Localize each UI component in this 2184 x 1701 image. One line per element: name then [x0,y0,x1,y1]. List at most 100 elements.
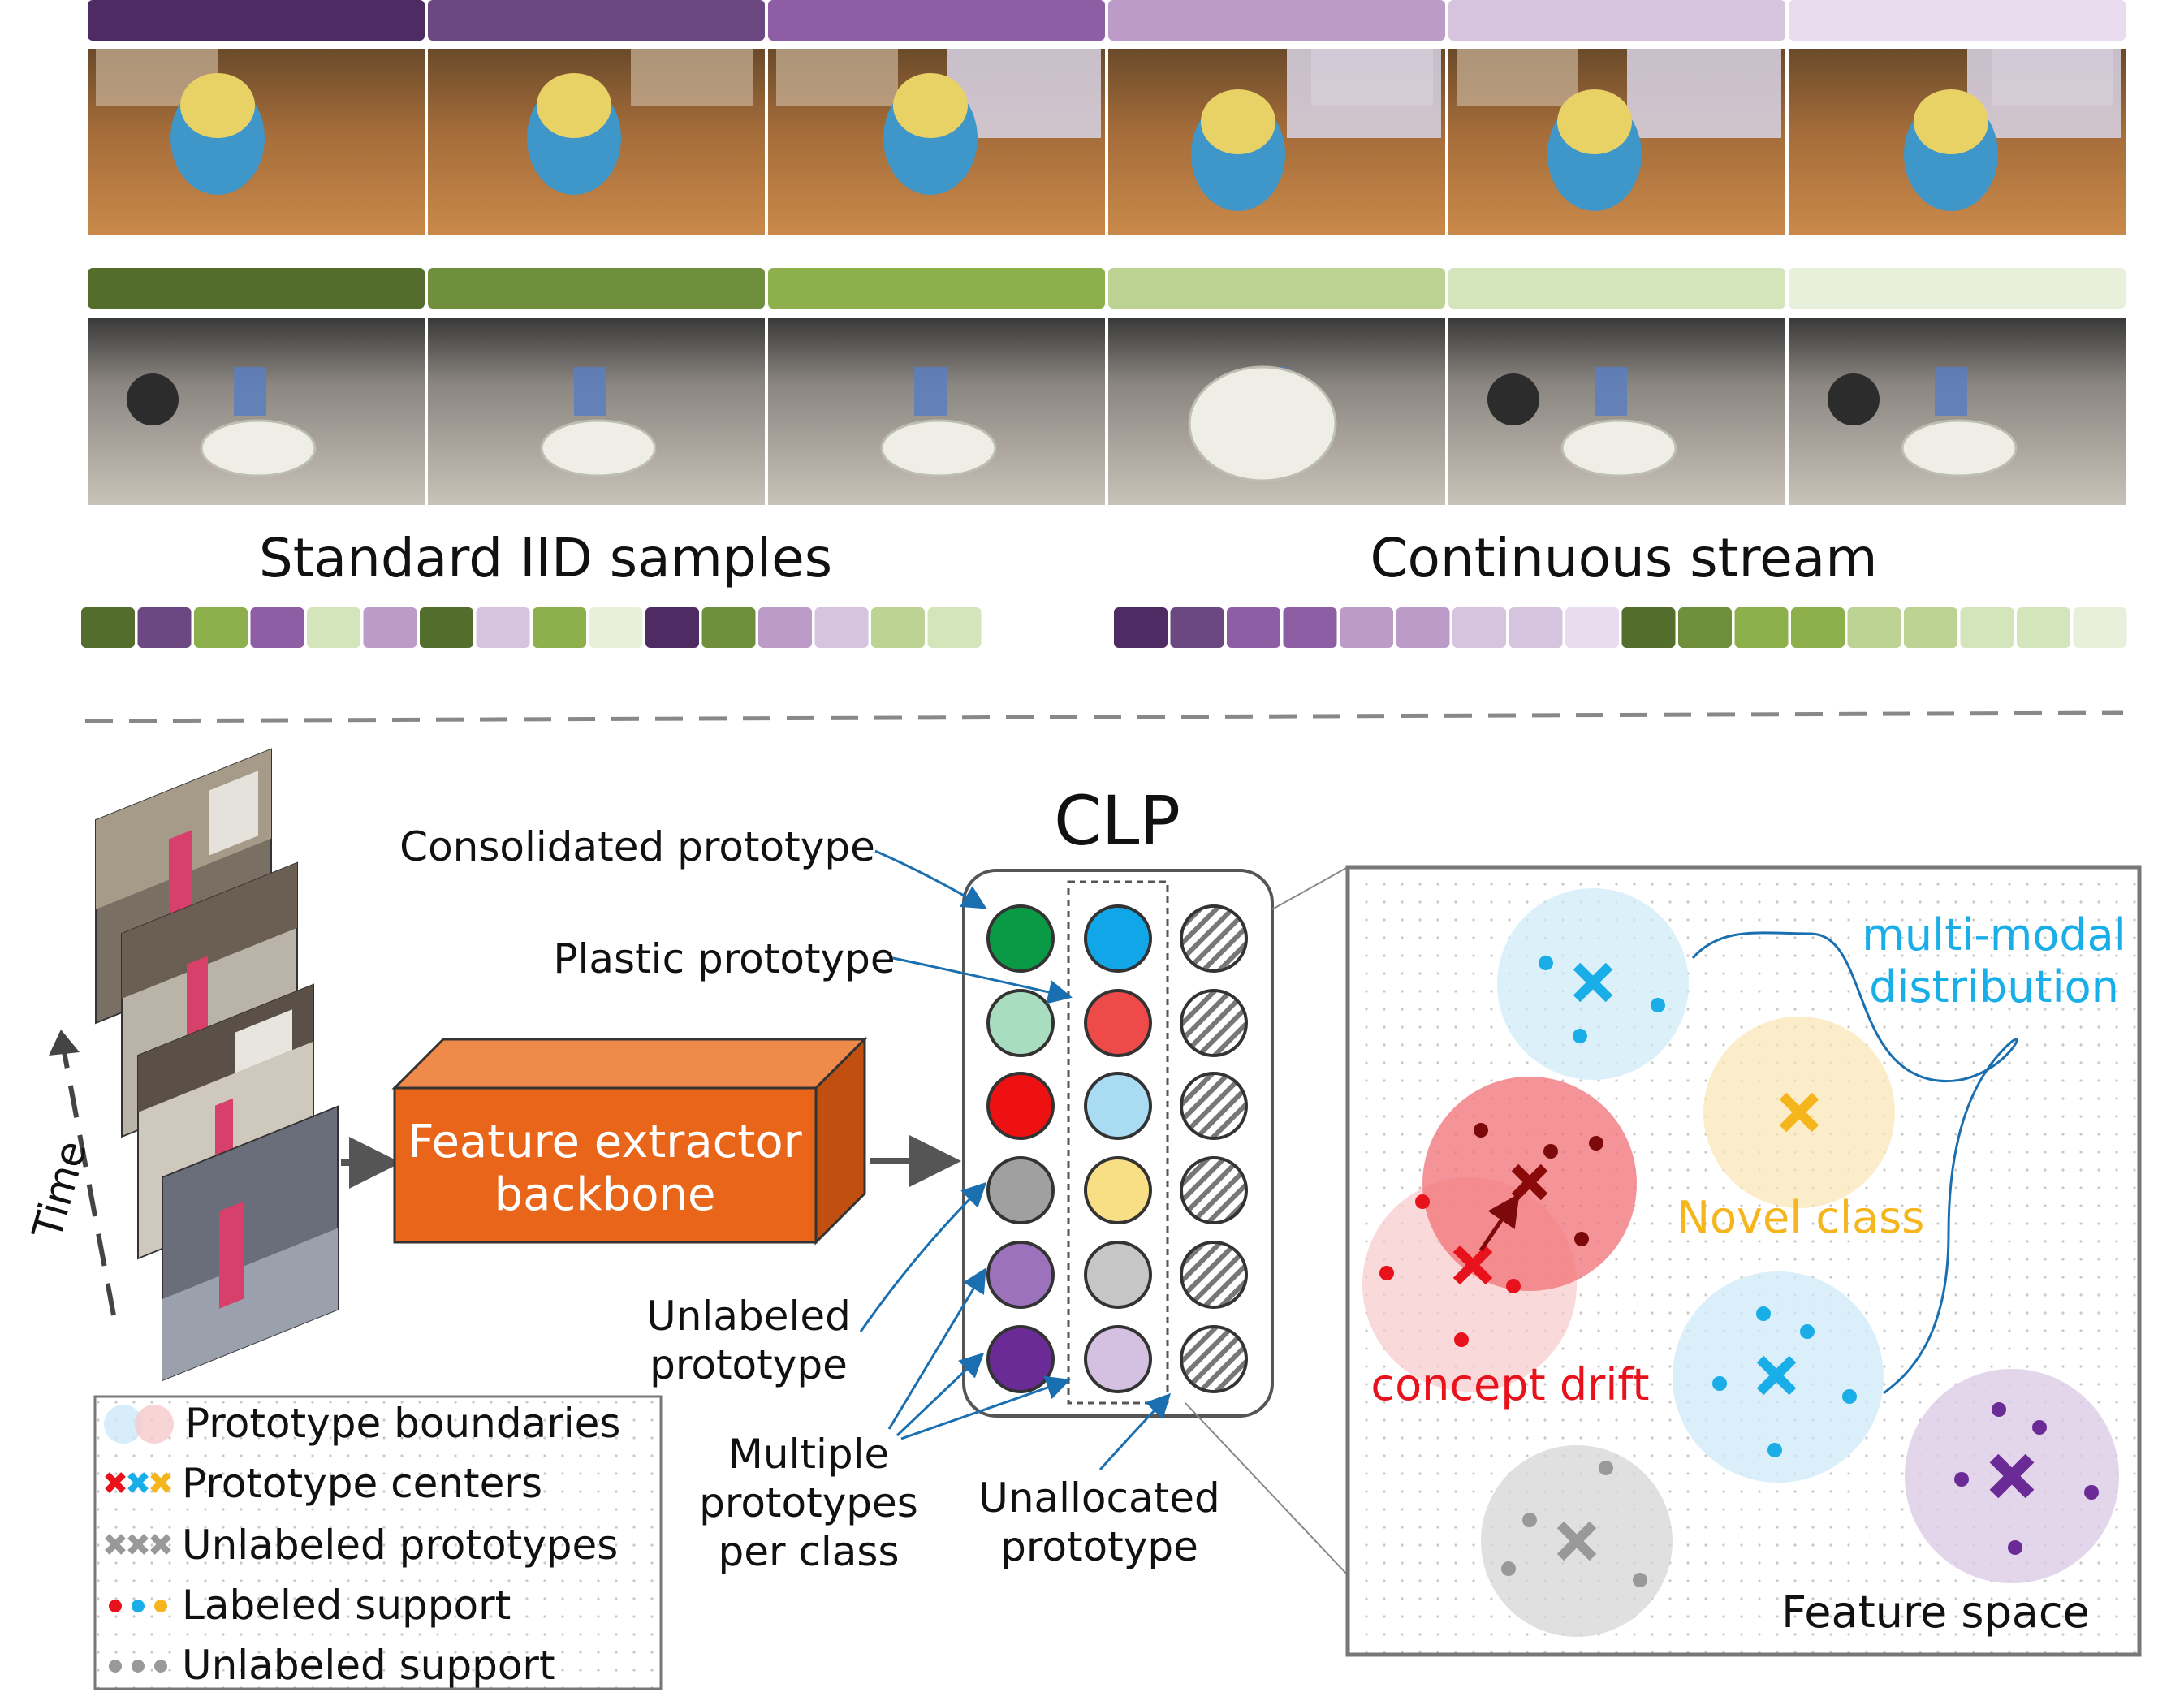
multimodal-label-line2: distribution [1869,961,2119,1012]
minion-frame-2 [428,49,765,235]
prototype-circle [986,1325,1055,1393]
consolidated-label: Consolidated prototype [399,823,875,870]
sequence-sample [758,607,812,648]
prototype-circle [986,1156,1055,1224]
prototype-column-consolidated [986,904,1055,1393]
legend-box [93,1395,663,1690]
sequence-sample [137,607,192,648]
stream-label: Continuous stream [1370,527,1877,589]
sequence-sample [1170,607,1224,648]
prototype-circle [986,1072,1055,1140]
sequence-sample [1904,607,1957,648]
multiple-label-line2: prototypes [699,1479,918,1526]
sequence-sample [1960,607,2014,648]
sequence-sample [871,607,925,648]
bowl-frame-4 [1108,318,1445,505]
prototype-circle [1084,1156,1152,1224]
prototype-circle [1180,1241,1248,1309]
unlabeled-label-line1: Unlabeled [646,1293,851,1340]
sequence-sample [927,607,982,648]
progress-bar-segment [88,268,425,309]
progress-bar-segment [1789,0,2126,41]
legend-unlabeled-prototypes: Unlabeled prototypes [182,1522,618,1569]
prototype-circle [986,904,1055,973]
prototype-circle [1180,989,1248,1057]
bowl-frame-5 [1448,318,1785,505]
feature-space-title: Feature space [1781,1587,2090,1638]
sequence-sample [250,607,304,648]
multiple-label-line3: per class [718,1528,899,1575]
prototype-circle [1180,1072,1248,1140]
annotation-arrows [859,849,1172,1471]
sequence-sample [1678,607,1732,648]
minion-frame-5 [1448,49,1785,235]
progress-bar-segment [88,0,425,41]
sequence-sample [1621,607,1676,648]
sequence-sample [645,607,699,648]
unallocated-label-line2: prototype [1000,1523,1198,1570]
multimodal-curve [1691,931,2018,1395]
sequence-sample [1791,607,1845,648]
sequence-sample [194,607,248,648]
progress-bar-segment [768,268,1105,309]
prototype-circle [1180,1156,1248,1224]
multiple-label-line1: Multiple [728,1431,890,1478]
prototype-circle [986,989,1055,1057]
sequence-sample [1847,607,1901,648]
progress-bar-segment [1448,268,1785,309]
sequence-sample [1283,607,1337,648]
prototype-circle [1084,1325,1152,1393]
prototype-circle [1180,904,1248,973]
sequence-sample [1509,607,1563,648]
input-frame-stack [95,748,339,1382]
clp-title: CLP [1054,781,1180,861]
sequence-sample [1734,607,1789,648]
sequence-sample [2073,607,2127,648]
backbone-box [391,1036,868,1246]
minion-frame-1 [88,49,425,235]
minion-frame-4 [1108,49,1445,235]
progress-bar-segment [428,0,765,41]
legend-unlabeled-support: Unlabeled support [182,1642,555,1689]
sequence-sample [589,607,643,648]
stream-sequence [1114,607,2127,648]
plastic-column-frame [1067,880,1169,1405]
legend-boundaries: Prototype boundaries [185,1400,620,1447]
time-arrow [49,1030,116,1316]
time-label: Time [24,1136,97,1246]
sequence-sample [420,607,473,648]
concept-drift-label: concept drift [1370,1359,1649,1410]
zoom-line-bottom [1185,1402,1349,1576]
unallocated-label-line1: Unallocated [978,1474,1220,1522]
prototype-circle [1084,1072,1152,1140]
plastic-label: Plastic prototype [553,935,895,982]
prototype-circle [1084,989,1152,1057]
sequence-sample [1227,607,1280,648]
zoom-line-top [1271,866,1349,910]
unlabeled-label-line2: prototype [650,1341,848,1388]
bowl-frame-2 [428,318,765,505]
bowl-frame-6 [1789,318,2126,505]
multimodal-label-line1: multi-modal [1862,909,2126,961]
progress-bar-segment [1789,268,2126,309]
prototype-circle [1180,1325,1248,1393]
prototype-column-unallocated [1180,904,1248,1393]
sequence-sample [307,607,360,648]
legend-centers: Prototype centers [182,1460,542,1507]
minion-frame-3 [768,49,1105,235]
sequence-sample [701,607,756,648]
bowl-frames-row [88,268,2126,505]
progress-bar-segment [1108,268,1445,309]
prototype-column-plastic [1084,904,1152,1393]
minion-frames-row [88,0,2126,235]
progress-bar-segment [428,268,765,309]
iid-sequence [81,607,982,648]
bowl-frame-3 [768,318,1105,505]
prototype-circle [1084,1241,1152,1309]
section-divider [84,710,2124,723]
sequence-sample [533,607,586,648]
progress-bar-segment [768,0,1105,41]
sequence-sample [1452,607,1506,648]
sequence-sample [81,607,135,648]
